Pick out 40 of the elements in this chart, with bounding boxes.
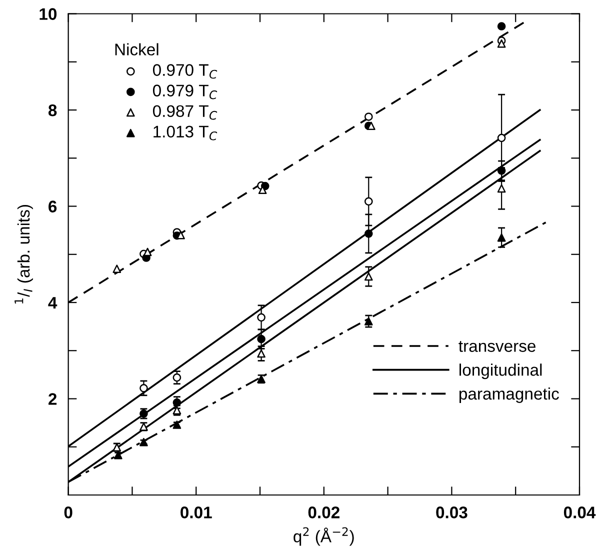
point <box>367 122 376 130</box>
point <box>364 272 373 281</box>
legend-label: 0.970 T$_{C}$ <box>152 64 218 79</box>
point <box>143 248 152 256</box>
point <box>172 373 182 382</box>
point <box>497 134 506 142</box>
x-tick-label: 0.01 <box>180 506 212 518</box>
y-tick-label: 6 <box>48 200 57 212</box>
y-tick-label: 10 <box>40 8 57 20</box>
point <box>497 22 506 30</box>
point <box>364 230 373 238</box>
y-tick-label: 4 <box>48 297 58 309</box>
x-tick-label: 0.03 <box>436 506 468 518</box>
y-tick-label: 8 <box>48 104 57 116</box>
x-tick-label: 0.04 <box>564 506 596 518</box>
legend-title: Nickel <box>115 43 158 56</box>
point <box>257 334 266 344</box>
point <box>112 264 122 273</box>
point <box>257 313 266 322</box>
x-axis-title: q$^{2}$ (Å$^{−2}$) <box>294 527 354 546</box>
legend-label: longitudinal <box>460 364 542 380</box>
legend-label: 0.987 T$_{C}$ <box>152 105 218 120</box>
point <box>172 398 182 407</box>
point <box>364 317 373 326</box>
point <box>497 39 506 48</box>
legend-label: paramagnetic <box>459 387 559 403</box>
point <box>497 184 506 193</box>
point <box>497 233 506 242</box>
point <box>364 112 373 121</box>
x-tick-label: 0 <box>64 506 72 518</box>
point <box>140 384 148 392</box>
y-tick-label: 2 <box>48 393 57 405</box>
legend-label: transverse <box>458 341 536 352</box>
legend-label: 1.013 T$_{C}$ <box>154 126 218 140</box>
point <box>257 349 266 358</box>
point <box>497 166 506 175</box>
legend-label: 0.979 T$_{C}$ <box>152 84 218 100</box>
y-axis-title: $^{1}$/$_{I}$ (arb. units) <box>14 204 33 304</box>
x-tick-label: 0.02 <box>308 506 340 518</box>
point <box>364 197 373 206</box>
